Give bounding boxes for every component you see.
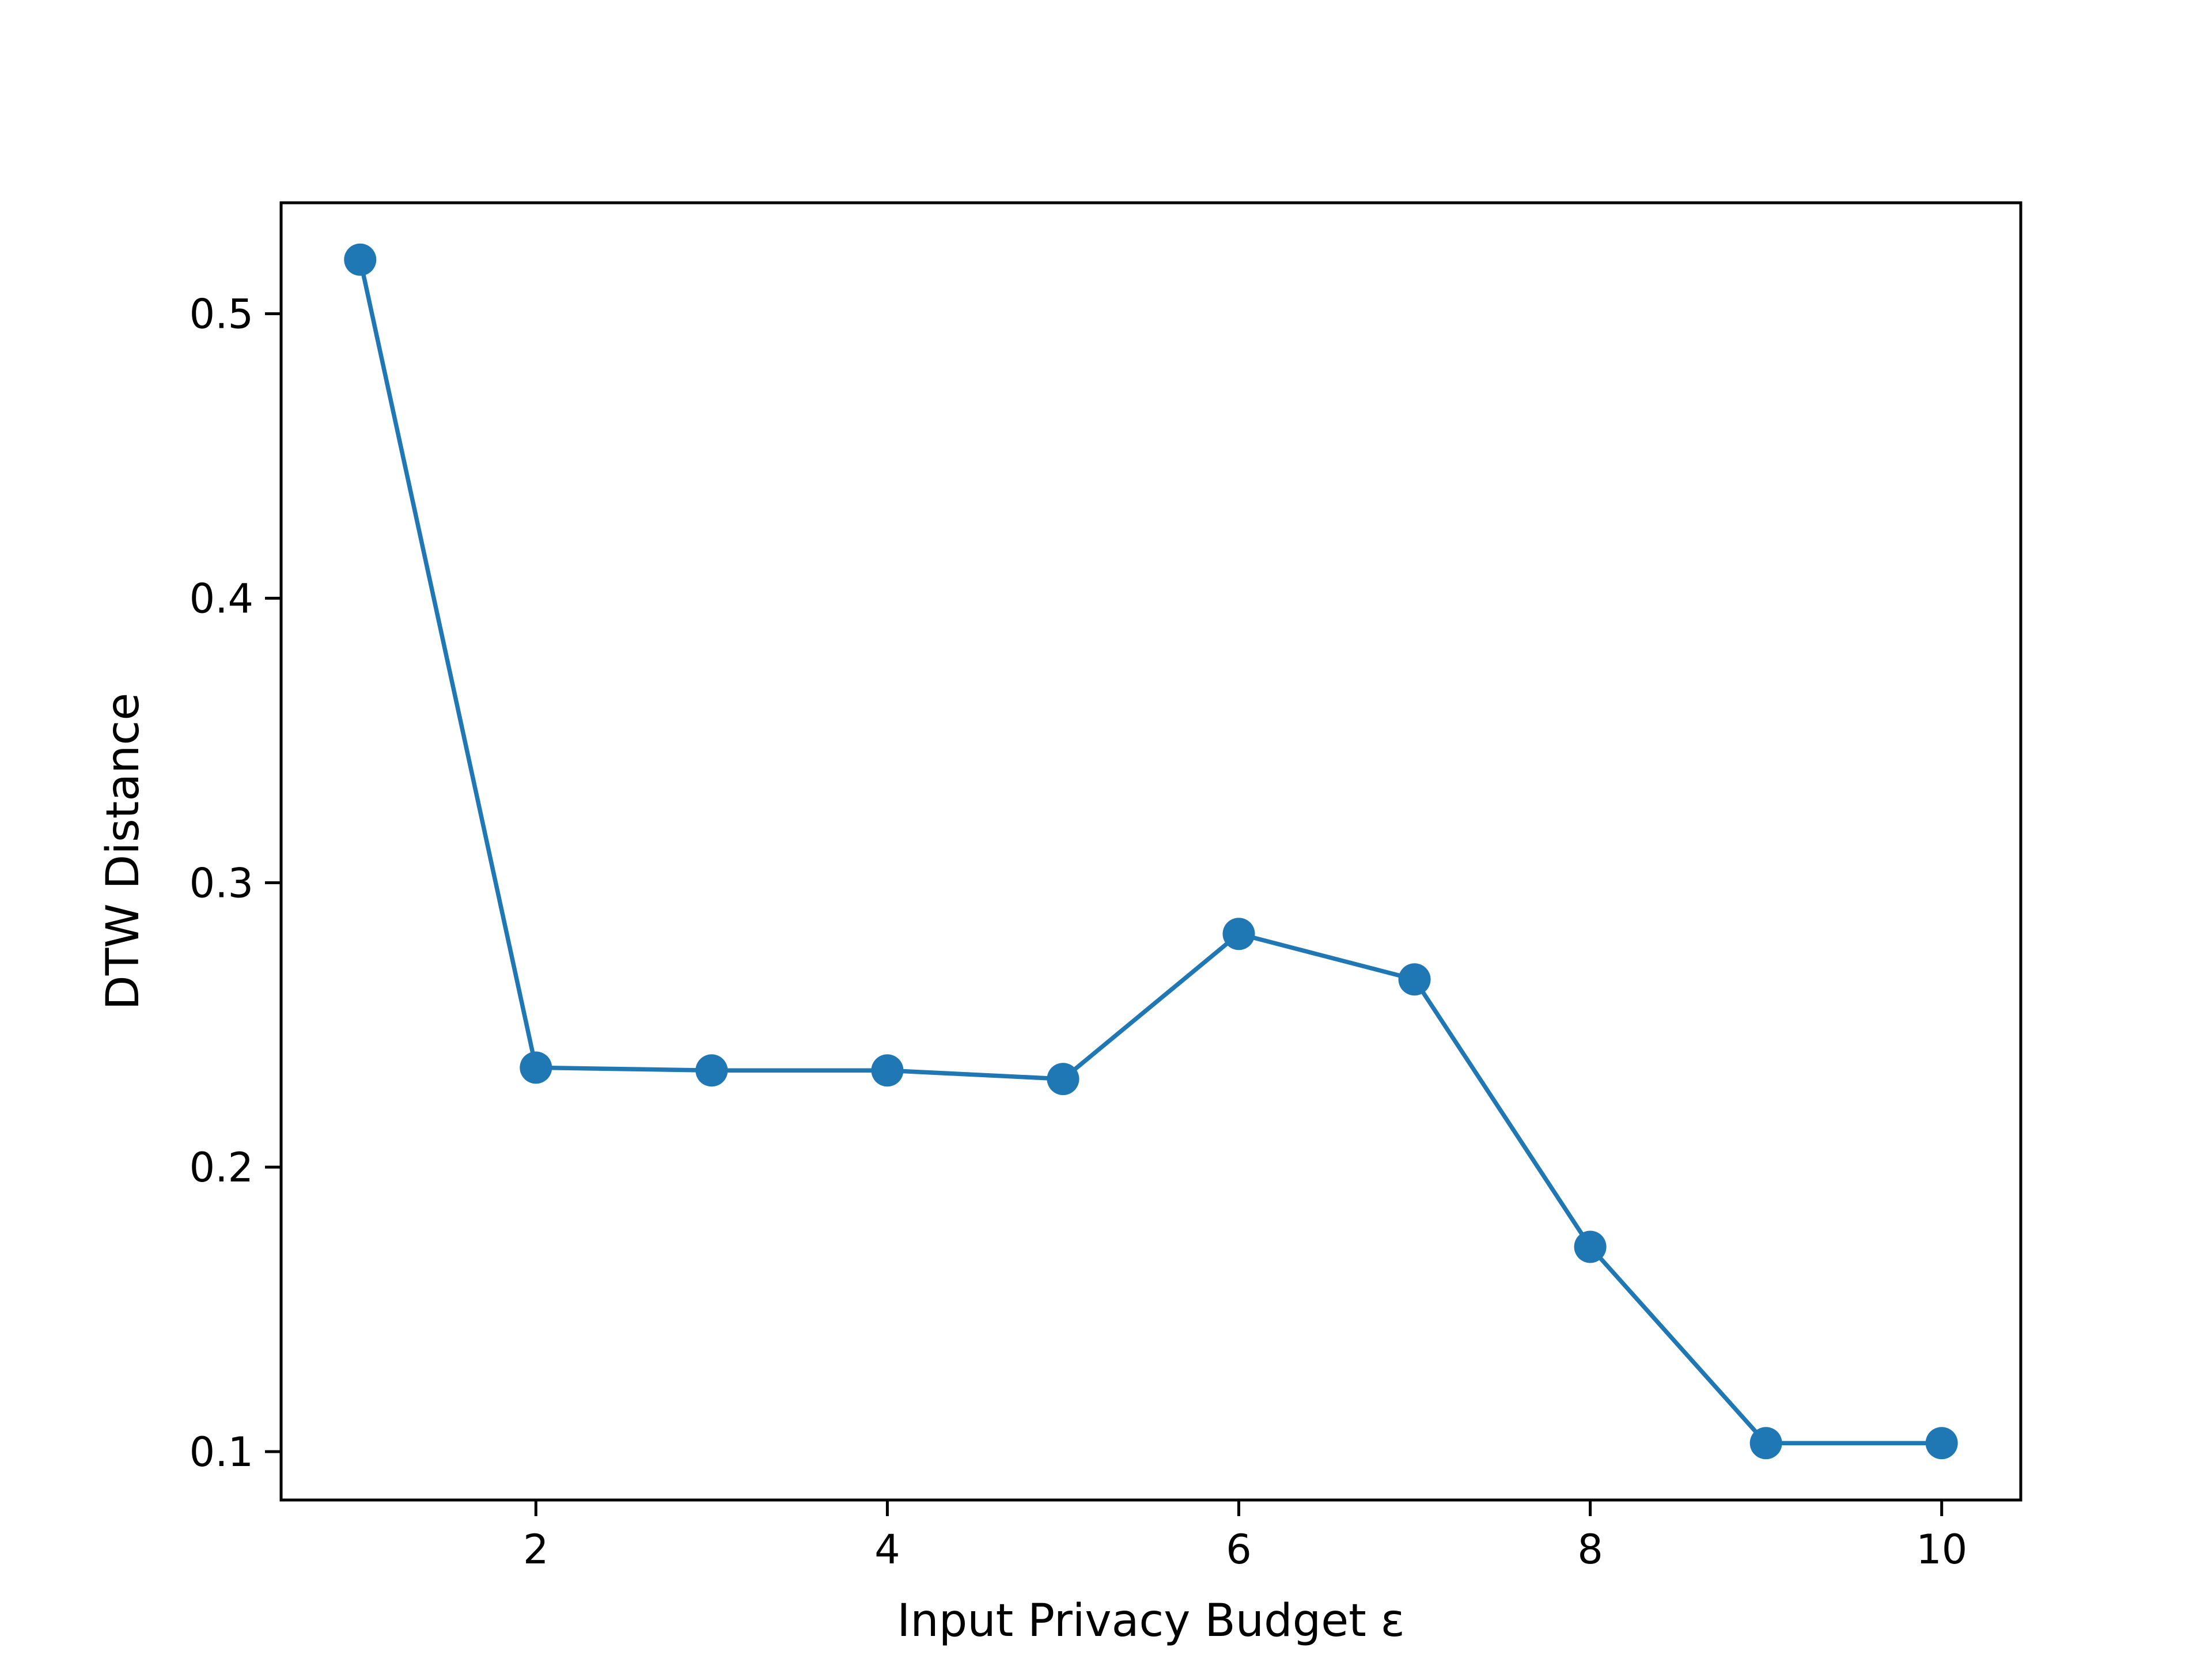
data-point <box>695 1054 728 1087</box>
x-tick-label: 2 <box>523 1526 549 1573</box>
y-tick-label: 0.1 <box>190 1429 253 1476</box>
y-axis-label: DTW Distance <box>97 693 149 1010</box>
series-layer <box>344 243 1958 1460</box>
data-point <box>520 1051 552 1084</box>
data-point <box>871 1054 904 1087</box>
y-tick-label: 0.2 <box>190 1144 253 1191</box>
data-point <box>344 243 377 276</box>
y-tick-label: 0.4 <box>190 575 253 622</box>
data-point <box>1574 1230 1607 1263</box>
x-tick-label: 10 <box>1916 1526 1967 1573</box>
y-tick-label: 0.3 <box>190 859 253 907</box>
data-point <box>1047 1063 1080 1096</box>
series-line <box>357 257 1944 1445</box>
x-tick-label: 6 <box>1226 1526 1252 1573</box>
plot-frame <box>279 201 2022 1502</box>
x-tick-label: 4 <box>874 1526 900 1573</box>
data-point <box>1222 918 1255 950</box>
y-tick-label: 0.5 <box>190 291 253 338</box>
x-tick-label: 8 <box>1577 1526 1603 1573</box>
x-axis-label: Input Privacy Budget ε <box>897 1595 1404 1647</box>
data-point <box>1398 963 1431 996</box>
data-point <box>1925 1427 1958 1460</box>
data-point <box>1749 1427 1782 1460</box>
ticks-layer: 2 4 6 8 10 0.1 0.2 0.3 0.4 0.5 <box>190 291 1968 1573</box>
